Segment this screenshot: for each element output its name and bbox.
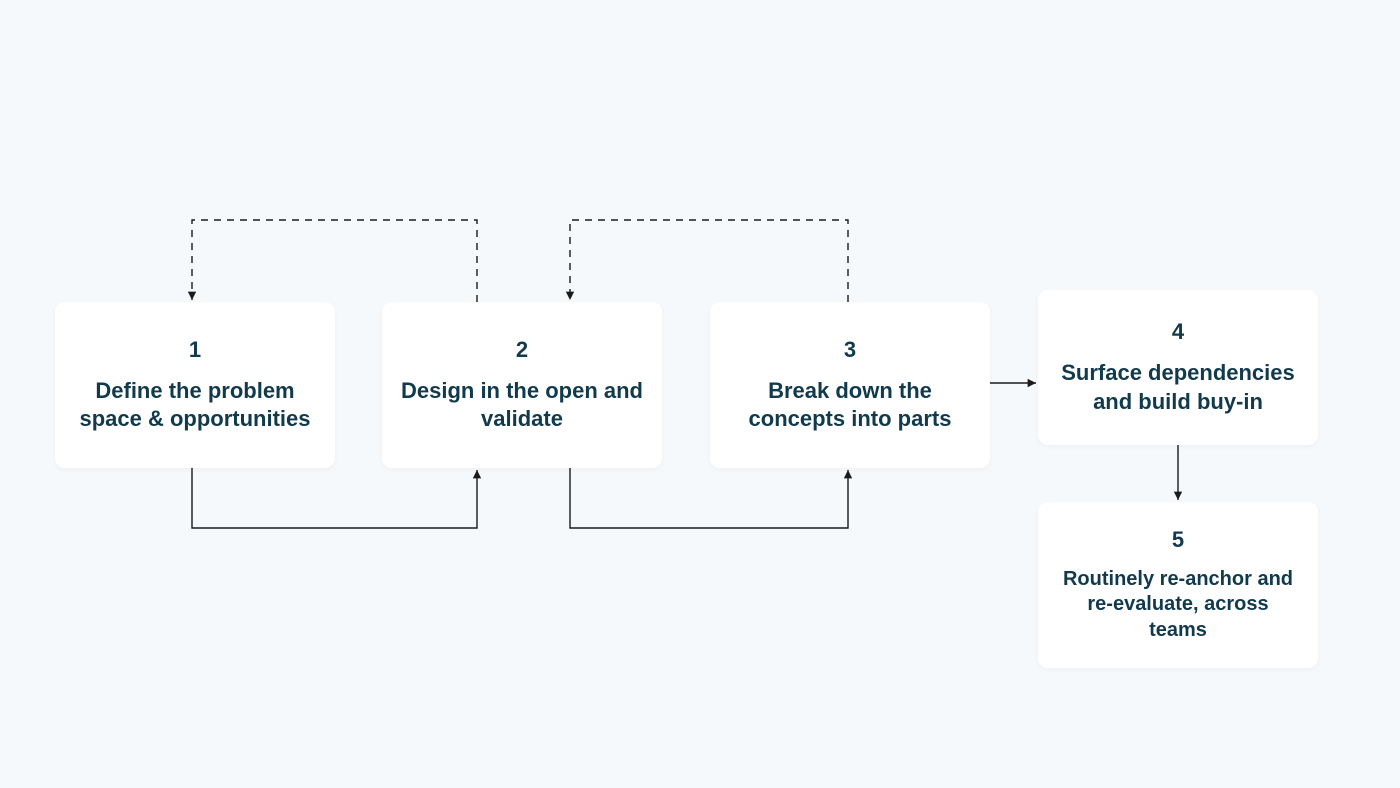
step-card-4: 4 Surface dependencies and build buy-in	[1038, 290, 1318, 445]
step-card-3: 3 Break down the concepts into parts	[710, 302, 990, 468]
step-number: 5	[1172, 527, 1184, 553]
edge-e_back_3_2	[570, 220, 848, 302]
step-number: 1	[189, 337, 201, 363]
step-card-2: 2 Design in the open and validate	[382, 302, 662, 468]
step-title: Design in the open and validate	[400, 377, 644, 433]
step-title: Routinely re-anchor and re-evaluate, acr…	[1056, 567, 1300, 644]
step-number: 3	[844, 337, 856, 363]
edge-e_fwd_2_3	[570, 468, 848, 528]
step-title: Break down the concepts into parts	[728, 377, 972, 433]
step-number: 2	[516, 337, 528, 363]
edge-e_back_2_1	[192, 220, 477, 302]
step-title: Define the problem space & opportunities	[73, 377, 317, 433]
step-card-1: 1 Define the problem space & opportunitie…	[55, 302, 335, 468]
step-number: 4	[1172, 319, 1184, 345]
step-card-5: 5 Routinely re-anchor and re-evaluate, ac…	[1038, 502, 1318, 668]
step-title: Surface dependencies and build buy-in	[1056, 359, 1300, 415]
edge-e_fwd_1_2	[192, 468, 477, 528]
